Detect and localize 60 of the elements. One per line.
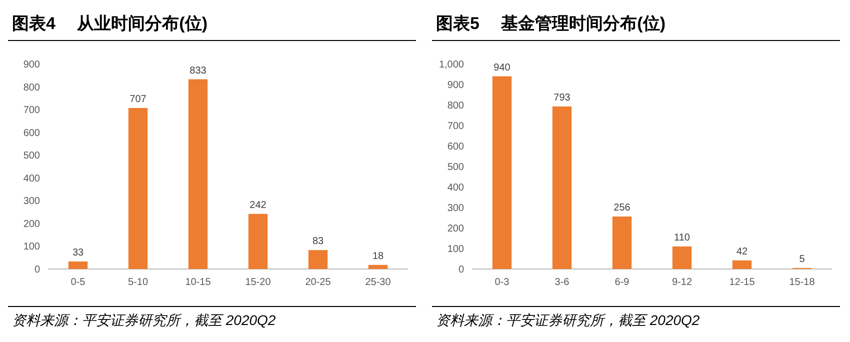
y-tick-label: 500 [23, 150, 40, 162]
bar [732, 260, 752, 269]
y-tick-label: 400 [447, 182, 464, 194]
data-label: 242 [250, 200, 267, 211]
x-tick-label: 9-12 [672, 277, 692, 288]
x-tick-label: 6-9 [614, 277, 630, 288]
y-tick-label: 400 [23, 173, 40, 184]
bar [552, 106, 572, 269]
bar [128, 108, 148, 269]
y-tick-label: 600 [447, 142, 464, 152]
data-label: 793 [554, 92, 571, 104]
x-tick-label: 15-18 [789, 277, 816, 288]
y-tick-label: 800 [23, 82, 40, 94]
y-tick-label: 1,000 [438, 60, 464, 70]
bar [188, 79, 208, 269]
x-tick-label: 10-15 [185, 277, 212, 288]
y-tick-label: 0 [458, 264, 464, 276]
y-tick-label: 200 [447, 224, 464, 234]
x-tick-label: 12-15 [729, 277, 756, 288]
data-label: 18 [372, 250, 384, 262]
bar [68, 261, 88, 269]
y-tick-label: 300 [23, 196, 40, 208]
bar [248, 214, 268, 269]
y-tick-label: 900 [447, 80, 464, 91]
y-tick-label: 700 [447, 121, 464, 132]
y-tick-label: 700 [23, 105, 40, 116]
chart-title: 图表4 从业时间分布(位) [12, 13, 208, 35]
y-tick-label: 900 [23, 60, 40, 70]
data-label: 83 [312, 236, 324, 248]
data-label: 5 [799, 254, 806, 265]
y-tick-label: 0 [34, 264, 40, 276]
data-label: 940 [494, 62, 511, 74]
data-label: 110 [674, 232, 690, 244]
data-label: 707 [130, 94, 147, 105]
x-tick-label: 0-5 [70, 277, 86, 288]
y-tick-label: 100 [447, 244, 464, 255]
bar [368, 264, 388, 269]
bar [672, 246, 692, 269]
x-tick-label: 25-30 [365, 277, 392, 288]
x-tick-label: 3-6 [554, 277, 570, 288]
x-tick-label: 20-25 [305, 277, 332, 288]
x-tick-label: 15-20 [245, 277, 272, 288]
y-tick-label: 600 [23, 128, 40, 139]
data-label: 833 [190, 65, 207, 76]
text: 资料来源：平安证券研究所，截至 2020Q2 [12, 312, 276, 330]
x-tick-label: 0-3 [494, 277, 510, 288]
text: 资料来源：平安证券研究所，截至 2020Q2 [436, 312, 700, 330]
y-tick-label: 100 [23, 242, 40, 253]
data-label: 256 [614, 202, 631, 214]
data-label: 42 [736, 246, 748, 258]
y-tick-label: 300 [447, 203, 464, 214]
bar [612, 216, 632, 269]
y-tick-label: 200 [23, 218, 40, 230]
y-tick-label: 500 [447, 162, 464, 173]
chart-title: 图表5 基金管理时间分布(位) [436, 13, 666, 35]
bar [492, 76, 512, 269]
data-label: 33 [72, 247, 84, 258]
x-tick-label: 5-10 [128, 277, 148, 288]
bar [308, 250, 328, 269]
y-tick-label: 800 [447, 100, 464, 112]
